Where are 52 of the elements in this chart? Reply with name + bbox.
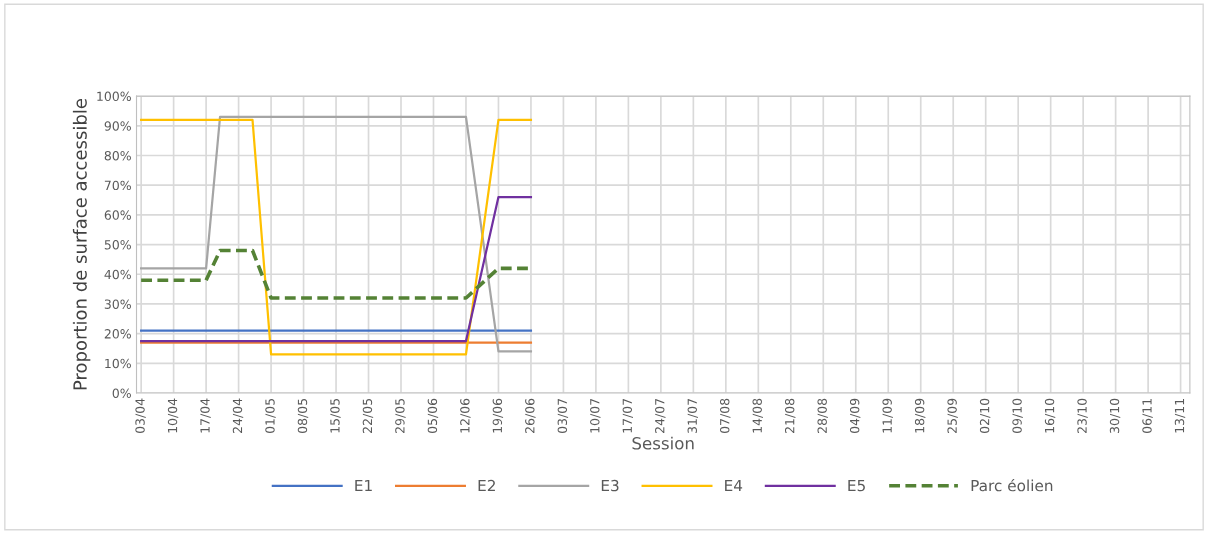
x-tick-label: 09/10	[1012, 398, 1023, 434]
x-tick-label: 22/05	[362, 398, 374, 433]
x-tick-label: 17/04	[200, 398, 211, 433]
x-tick-label: 25/09	[947, 398, 958, 433]
x-tick-label: 31/07	[687, 398, 698, 433]
x-tick-label: 04/09	[849, 398, 861, 434]
x-tick-label: 14/08	[752, 398, 763, 433]
x-tick-label: 10/07	[590, 398, 601, 433]
x-tick-label: 15/05	[330, 398, 341, 433]
y-tick-label: 90%	[104, 121, 131, 131]
y-tick-label: 0%	[112, 388, 131, 398]
y-tick-label: 30%	[104, 299, 131, 309]
y-tick-label: 40%	[104, 269, 131, 280]
x-tick-label: 05/06	[427, 398, 439, 434]
x-tick-label: 19/06	[492, 398, 504, 433]
y-tick-label: 80%	[104, 150, 131, 161]
x-tick-label: 16/10	[1044, 398, 1056, 433]
x-tick-label: 08/05	[297, 398, 309, 434]
y-tick-label: 10%	[105, 358, 131, 369]
x-tick-label: 24/07	[655, 398, 666, 433]
x-tick-label: 02/10	[979, 398, 991, 434]
x-tick-label: 11/09	[882, 398, 893, 433]
x-tick-label: 18/09	[914, 398, 926, 433]
x-tick-label: 12/06	[460, 398, 471, 433]
x-tick-label: 28/08	[817, 398, 828, 433]
x-tick-label: 07/08	[720, 398, 731, 434]
legend-label: E2	[478, 479, 495, 492]
x-tick-label: 03/04	[135, 398, 146, 434]
y-axis-title: Proportion de surface accessible	[72, 98, 91, 390]
y-tick-label: 100%	[97, 91, 131, 102]
y-tick-label: 60%	[104, 210, 131, 220]
x-tick-label: 10/04	[167, 398, 179, 433]
x-tick-label: 17/07	[622, 398, 633, 433]
x-tick-label: 23/10	[1077, 398, 1088, 433]
y-tick-label: 50%	[104, 240, 131, 250]
x-tick-label: 21/08	[784, 398, 796, 433]
x-tick-label: 13/11	[1174, 399, 1186, 433]
legend-label: E4	[725, 479, 743, 492]
x-tick-label: 26/06	[525, 398, 536, 433]
legend-label: E5	[848, 479, 865, 492]
x-tick-label: 03/07	[557, 398, 569, 434]
x-axis-title: Session	[632, 436, 694, 450]
y-tick-label: 20%	[104, 329, 131, 339]
x-tick-label: 30/10	[1109, 398, 1121, 433]
x-tick-label: 24/04	[232, 398, 244, 433]
x-tick-label: 29/05	[395, 398, 406, 433]
legend-label: Parc éolien	[971, 478, 1053, 492]
y-tick-label: 70%	[104, 180, 131, 191]
legend-label: E1	[355, 479, 372, 492]
x-tick-label: 06/11	[1142, 399, 1153, 434]
x-tick-label: 01/05	[265, 398, 276, 434]
legend-label: E3	[601, 479, 619, 492]
